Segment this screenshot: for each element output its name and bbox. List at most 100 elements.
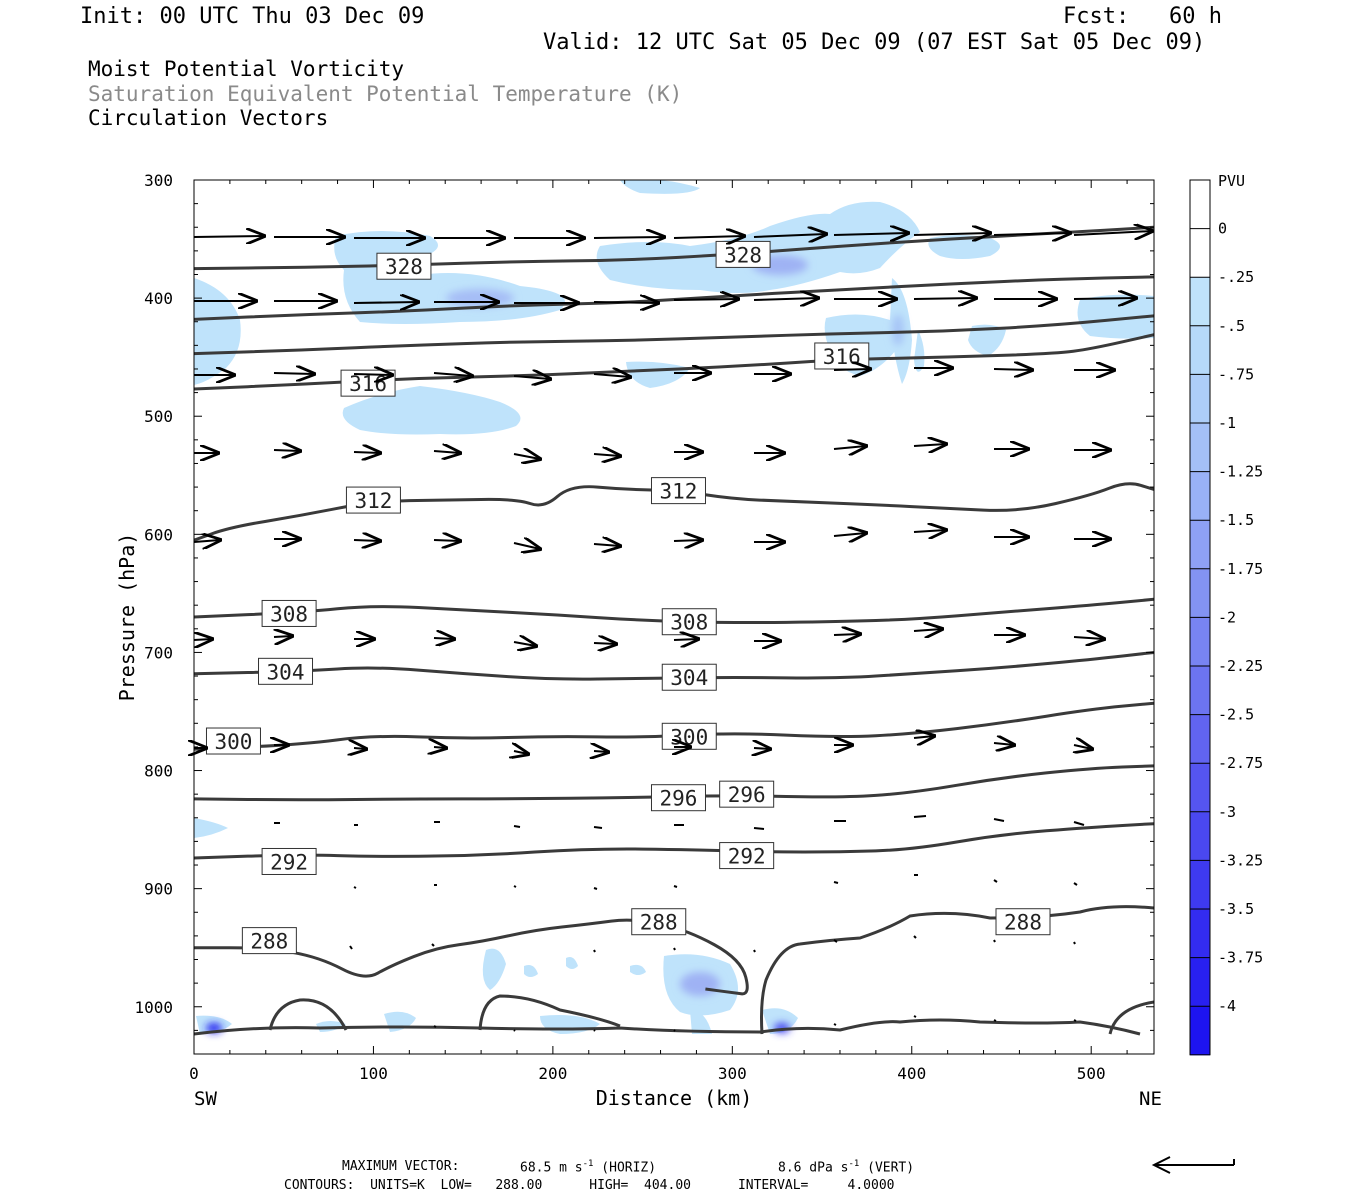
- vector-arrow: [833, 446, 866, 449]
- contour-label-text: 312: [660, 480, 698, 504]
- colorbar-swatch: [1190, 763, 1210, 813]
- contour-label-288: 288: [241, 927, 297, 955]
- contour-label-text: 292: [270, 850, 308, 874]
- circulation-vectors: [194, 231, 1152, 754]
- contour-surface-ground: [194, 1018, 1141, 1036]
- vector-arrow: [993, 1019, 997, 1022]
- vector-arrow: [1073, 941, 1076, 945]
- vector-arrow: [833, 939, 838, 943]
- vector-arrow: [1073, 231, 1152, 235]
- vector-arrow: [753, 234, 826, 237]
- valid-time: Valid: 12 UTC Sat 05 Dec 09 (07 EST Sat …: [543, 30, 1206, 55]
- contour-label-300: 300: [661, 722, 717, 750]
- vector-arrow: [513, 1029, 516, 1032]
- contour-label-text: 288: [640, 911, 678, 935]
- vector-arrow: [513, 376, 550, 379]
- vector-arrow: [754, 748, 770, 749]
- y-tick-label: 700: [144, 643, 173, 662]
- vector-arrow: [193, 540, 220, 542]
- contour-label-292: 292: [719, 842, 775, 870]
- vector-arrow: [349, 945, 353, 950]
- contour-label-292: 292: [261, 847, 317, 875]
- contour-288: [194, 918, 749, 996]
- colorbar-swatch: [1190, 374, 1210, 424]
- colorbar-swatch: [1190, 568, 1210, 618]
- vector-arrow: [673, 299, 738, 300]
- contour-320: [194, 314, 1154, 356]
- contour-label-text: 292: [728, 845, 766, 869]
- vector-arrow: [673, 947, 676, 951]
- vector-arrow: [993, 939, 996, 943]
- vector-arrow: [593, 454, 620, 456]
- vector-arrow: [753, 949, 756, 953]
- x-tick-label: 500: [1077, 1064, 1106, 1083]
- vector-arrow: [833, 634, 860, 635]
- vector-arrow: [993, 879, 998, 883]
- vector-arrow: [913, 935, 917, 939]
- contour-label-text: 304: [267, 660, 305, 684]
- pv-region: [626, 361, 690, 388]
- pv-shading-dark: [206, 255, 904, 1033]
- colorbar-swatch: [1190, 228, 1210, 278]
- pv-region: [384, 1011, 416, 1032]
- vector-arrow: [1073, 882, 1078, 886]
- pv-region: [620, 180, 700, 194]
- vector-arrow: [913, 444, 946, 446]
- vector-arrow: [673, 540, 702, 541]
- contour-label-304: 304: [258, 657, 314, 685]
- vector-arrow: [673, 639, 698, 640]
- pv-shading: [194, 180, 1154, 1034]
- contour-304: [194, 650, 1154, 681]
- pv-region: [914, 330, 925, 372]
- field-vectors-title: Circulation Vectors: [88, 106, 329, 130]
- vector-arrow: [913, 530, 946, 532]
- vector-arrow: [433, 540, 460, 541]
- reference-vector: [1151, 1156, 1235, 1174]
- pv-region: [524, 965, 538, 977]
- vector-arrow: [753, 827, 765, 830]
- vector-arrow: [833, 533, 866, 536]
- init-time: Init: 00 UTC Thu 03 Dec 09: [80, 4, 425, 29]
- field-pv-title: Moist Potential Vorticity: [88, 57, 405, 81]
- pv-region: [566, 957, 578, 969]
- contour-308: [194, 597, 1154, 625]
- vector-arrow: [1073, 637, 1104, 639]
- colorbar-swatch: [1190, 277, 1210, 327]
- vector-arrow: [353, 452, 380, 453]
- colorbar-label: -1: [1218, 414, 1236, 432]
- contour-label-text: 288: [250, 930, 288, 954]
- vector-arrow: [353, 374, 392, 375]
- vector-arrow: [593, 643, 616, 644]
- colorbar-label: -.75: [1218, 365, 1254, 383]
- vector-arrow: [273, 450, 300, 451]
- contour-300: [194, 701, 1154, 751]
- colorbar-swatch: [1190, 909, 1210, 959]
- pv-region: [194, 278, 241, 385]
- y-tick-label: 1000: [134, 998, 173, 1017]
- vector-arrow: [513, 543, 540, 549]
- circulation-vectors-small: [274, 815, 1085, 1032]
- colorbar-swatch: [1190, 860, 1210, 910]
- forecast-hour: Fcst: 60 h: [1063, 4, 1222, 29]
- pv-region: [968, 324, 1006, 356]
- contour-328: [194, 225, 1154, 271]
- pv-core: [446, 289, 514, 307]
- vector-arrow: [833, 881, 839, 884]
- vector-arrow: [993, 818, 1005, 822]
- x-end-label-right: NE: [1139, 1088, 1162, 1110]
- max-vector-label: MAXIMUM VECTOR:: [342, 1159, 460, 1174]
- contour-label-288: 288: [631, 908, 687, 936]
- contour-288-ne-bubble: [1108, 1000, 1154, 1035]
- axis-ticks: [193, 179, 1154, 1054]
- contour-label-text: 296: [660, 787, 698, 811]
- vector-arrow: [354, 748, 366, 749]
- contour-label-296: 296: [650, 784, 706, 812]
- colorbar-label: -3.5: [1218, 900, 1254, 918]
- colorbar-label: -1.5: [1218, 511, 1254, 529]
- colorbar-label: -2.5: [1218, 706, 1254, 724]
- pv-region: [482, 948, 506, 990]
- colorbar-swatch: [1190, 1006, 1210, 1056]
- colorbar-swatch: [1190, 617, 1210, 667]
- field-thetae-title: Saturation Equivalent Potential Temperat…: [88, 82, 683, 106]
- contour-label-text: 316: [349, 372, 387, 396]
